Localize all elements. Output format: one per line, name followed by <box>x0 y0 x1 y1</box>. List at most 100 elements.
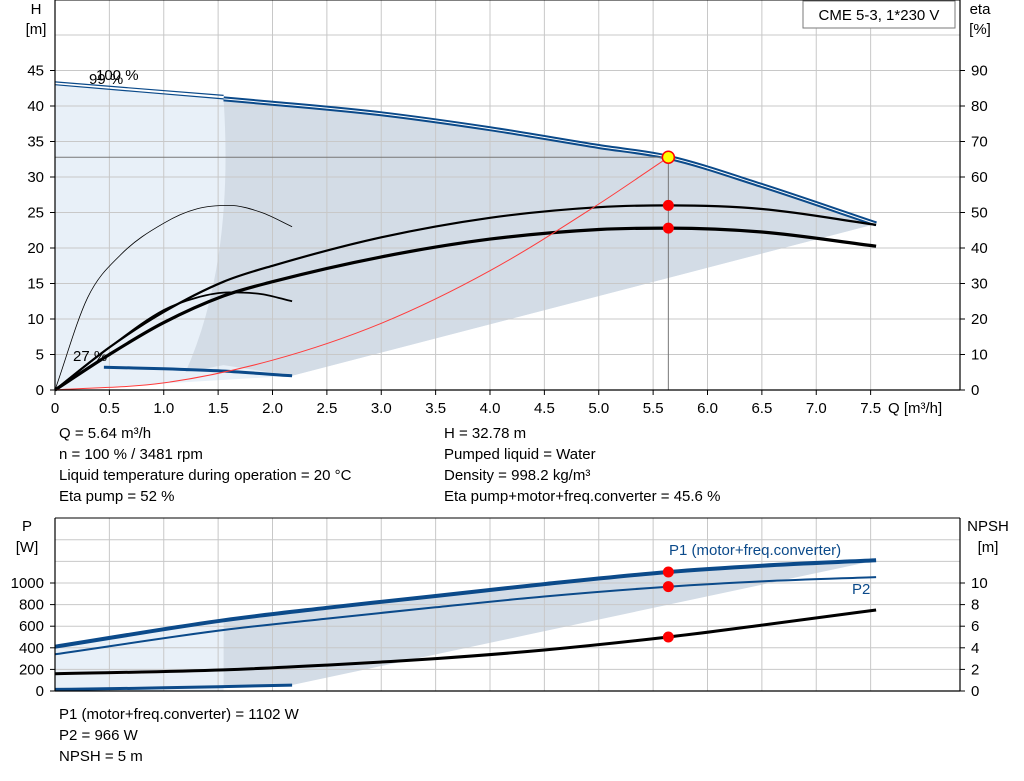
upper-right-tick-label: 90 <box>971 63 988 80</box>
upper-left-axis-title: H <box>31 1 42 18</box>
lower-right-axis-title: NPSH <box>967 518 1009 535</box>
lower-area-light <box>55 620 224 691</box>
system-curve <box>54 156 669 391</box>
p1-curve <box>54 558 877 649</box>
upper-x-tick-label: 7.5 <box>860 400 881 417</box>
upper-left-tick-label: 40 <box>27 98 44 115</box>
npsh-curve <box>54 608 877 676</box>
lower-info: P1 (motor+freq.converter) = 1102 W P2 = … <box>59 704 299 767</box>
upper-x-tick-label: 3.0 <box>371 400 392 417</box>
info-p1: P1 (motor+freq.converter) = 1102 W <box>59 706 299 723</box>
upper-x-axis-title: Q [m³/h] <box>888 400 942 417</box>
upper-info-column-1: Q = 5.64 m³/h n = 100 % / 3481 rpm Liqui… <box>59 423 351 507</box>
upper-left-tick-label: 15 <box>27 276 44 293</box>
lower-left-axis-title: P <box>22 518 32 535</box>
upper-right-axis-title: eta <box>970 1 992 18</box>
upper-left-tick-label: 5 <box>36 347 44 364</box>
info-eta-total: Eta pump+motor+freq.converter = 45.6 % <box>444 488 721 505</box>
lower-right-tick-label: 4 <box>971 640 979 657</box>
info-speed: n = 100 % / 3481 rpm <box>59 446 203 463</box>
p1-series-label: P1 (motor+freq.converter) <box>669 542 841 559</box>
lower-area-main <box>223 560 877 687</box>
upper-x-tick-label: 2.5 <box>316 400 337 417</box>
info-pumped-liquid: Pumped liquid = Water <box>444 446 596 463</box>
lower-right-tick-label: 10 <box>971 575 988 592</box>
upper-right-tick-label: 0 <box>971 382 979 399</box>
upper-x-tick-label: 0 <box>51 400 59 417</box>
upper-right-axis-unit: [%] <box>969 21 991 38</box>
info-head: H = 32.78 m <box>444 425 527 442</box>
p2-curve <box>54 576 877 656</box>
upper-right-tick-label: 10 <box>971 347 988 364</box>
p-curve-27 <box>54 683 293 691</box>
lower-left-tick-label: 1000 <box>11 575 44 592</box>
upper-left-tick-label: 35 <box>27 134 44 151</box>
lower-left-tick-label: 800 <box>19 597 44 614</box>
upper-left-tick-label: 45 <box>27 63 44 80</box>
curve-label-100: 100 % <box>96 67 139 84</box>
upper-right-tick-label: 50 <box>971 205 988 222</box>
upper-left-tick-label: 30 <box>27 169 44 186</box>
upper-x-tick-label: 2.0 <box>262 400 283 417</box>
upper-left-tick-label: 0 <box>36 382 44 399</box>
eta-total-curve-27 <box>54 291 293 391</box>
eta-total-curve <box>54 226 877 392</box>
upper-left-axis-unit: [m] <box>26 21 47 38</box>
upper-x-tick-label: 6.0 <box>697 400 718 417</box>
duty-point-head <box>661 150 676 165</box>
lower-axes: 0 200 400 600 800 1000 0 2 4 6 8 10 <box>11 517 988 700</box>
upper-operating-area <box>55 84 877 390</box>
info-npsh: NPSH = 5 m <box>59 748 143 765</box>
info-density: Density = 998.2 kg/m³ <box>444 467 591 484</box>
upper-info-column-2: H = 32.78 m Pumped liquid = Water Densit… <box>444 423 720 507</box>
upper-x-tick-label: 4.5 <box>534 400 555 417</box>
upper-axes: 0 0.5 1.0 1.5 2.0 2.5 3.0 3.5 4.0 4.5 5.0 5.5 6.0 6.5… <box>27 0 988 417</box>
title-box: CME 5-3, 1*230 V <box>802 0 956 29</box>
duty-point-p1 <box>662 566 674 578</box>
info-p2: P2 = 966 W <box>59 727 138 744</box>
lower-right-tick-label: 2 <box>971 661 979 678</box>
duty-point-p2 <box>662 581 674 593</box>
head-curve-100-min <box>54 81 224 96</box>
upper-x-tick-label: 3.5 <box>425 400 446 417</box>
upper-left-tick-label: 10 <box>27 311 44 328</box>
upper-right-tick-label: 40 <box>971 240 988 257</box>
eta-pump-curve-27 <box>54 204 293 391</box>
upper-x-tick-label: 1.5 <box>208 400 229 417</box>
upper-left-tick-label: 20 <box>27 240 44 257</box>
upper-x-tick-label: 1.0 <box>153 400 174 417</box>
upper-right-tick-label: 80 <box>971 98 988 115</box>
lower-left-tick-label: 400 <box>19 640 44 657</box>
curve-label-99: 99 % <box>89 71 123 88</box>
upper-x-tick-label: 7.0 <box>806 400 827 417</box>
duty-point-eta-pump <box>662 199 674 211</box>
p2-series-label: P2 <box>852 581 870 598</box>
upper-right-tick-label: 60 <box>971 169 988 186</box>
info-eta-pump: Eta pump = 52 % <box>59 488 175 505</box>
upper-curves <box>54 81 877 392</box>
upper-x-tick-label: 5.5 <box>643 400 664 417</box>
upper-area-main <box>185 98 877 376</box>
info-flow: Q = 5.64 m³/h <box>59 425 152 442</box>
lower-left-axis-unit: [W] <box>16 539 39 556</box>
lower-right-tick-label: 0 <box>971 683 979 700</box>
upper-x-tick-label: 0.5 <box>99 400 120 417</box>
upper-right-tick-label: 20 <box>971 311 988 328</box>
eta-pump-curve <box>54 204 877 391</box>
lower-right-tick-label: 6 <box>971 618 979 635</box>
head-curve-27 <box>103 365 293 378</box>
lower-right-tick-label: 8 <box>971 597 979 614</box>
lower-left-tick-label: 600 <box>19 618 44 635</box>
upper-left-tick-label: 25 <box>27 205 44 222</box>
upper-right-tick-label: 30 <box>971 276 988 293</box>
curve-label-27: 27 % <box>73 348 107 365</box>
head-curve-99 <box>54 84 224 100</box>
chart-title: CME 5-3, 1*230 V <box>819 7 940 24</box>
upper-x-tick-label: 4.0 <box>480 400 501 417</box>
upper-x-tick-label: 6.5 <box>751 400 772 417</box>
lower-left-tick-label: 0 <box>36 683 44 700</box>
info-liquid-temperature: Liquid temperature during operation = 20… <box>59 467 352 484</box>
lower-curves <box>54 558 877 691</box>
upper-x-tick-label: 5.0 <box>588 400 609 417</box>
